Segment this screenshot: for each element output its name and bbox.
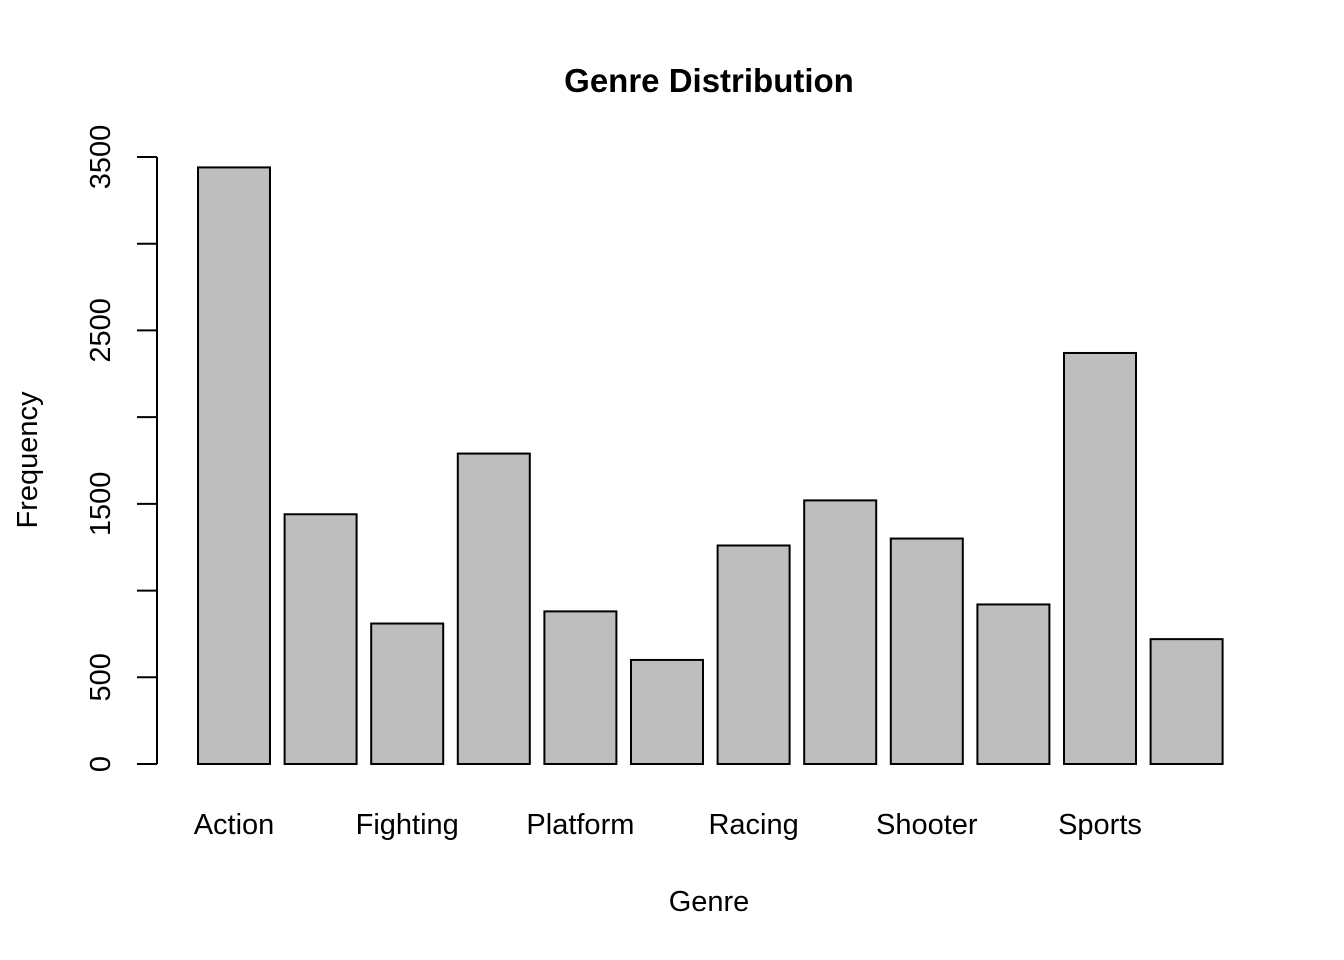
bar-0	[197, 166, 271, 766]
x-tick-label-platform: Platform	[526, 809, 634, 841]
bar-2	[370, 622, 445, 765]
bar-3	[456, 452, 531, 765]
x-tick-label-fighting: Fighting	[356, 809, 459, 841]
bar-4	[543, 610, 618, 766]
bar-8	[889, 537, 964, 765]
bar-1	[283, 513, 358, 766]
x-tick-label-shooter: Shooter	[876, 809, 978, 841]
bar-6	[716, 544, 791, 765]
y-tick-label-1500: 1500	[85, 472, 117, 537]
y-tick-label-500: 500	[85, 653, 117, 701]
y-tick-label-0: 0	[85, 756, 117, 772]
x-tick-label-racing: Racing	[708, 809, 798, 841]
x-tick-label-action: Action	[194, 809, 275, 841]
y-axis: 0 500 1500 2500 3500	[85, 125, 158, 772]
bar-11	[1149, 638, 1224, 765]
bar-10	[1063, 351, 1137, 765]
y-axis-label: Frequency	[12, 391, 44, 529]
bars-group	[197, 166, 1224, 766]
bar-7	[803, 499, 878, 765]
x-tick-label-sports: Sports	[1058, 809, 1142, 841]
x-axis-label: Genre	[669, 886, 750, 918]
bar-5	[630, 658, 704, 766]
y-tick-label-3500: 3500	[85, 125, 117, 190]
x-tick-labels: Action Fighting Platform Racing Shooter Sport…	[194, 809, 1142, 841]
y-tick-label-2500: 2500	[85, 298, 117, 363]
chart-title: Genre Distribution	[564, 62, 854, 99]
bar-9	[976, 603, 1051, 766]
